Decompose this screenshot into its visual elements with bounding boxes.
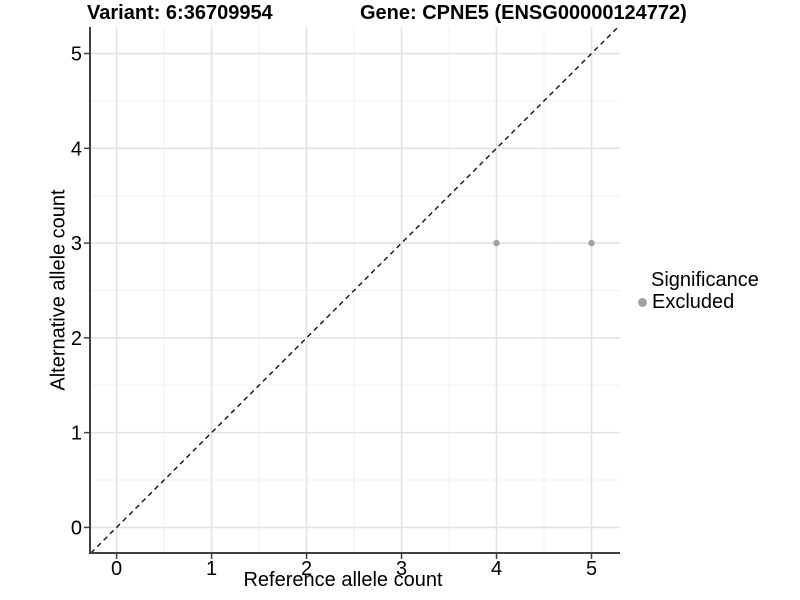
plot-title-gene: Gene: CPNE5 (ENSG00000124772): [360, 2, 687, 24]
plot-title-variant: Variant: 6:36709954: [87, 2, 273, 24]
x-tick-label: 0: [111, 558, 122, 580]
legend: Significance Excluded: [638, 269, 759, 313]
legend-item-excluded: Excluded: [638, 291, 759, 313]
x-tick-label: 2: [301, 558, 312, 580]
y-tick-label: 3: [71, 233, 82, 255]
y-tick-label: 4: [71, 138, 82, 160]
x-axis-title: Reference allele count: [243, 569, 443, 591]
y-tick-label: 0: [71, 517, 82, 539]
legend-title: Significance: [651, 269, 759, 291]
y-axis-title: Alternative allele count: [47, 189, 70, 391]
y-tick-label: 5: [71, 44, 82, 66]
x-tick-label: 3: [396, 558, 407, 580]
y-tick-label: 2: [71, 328, 82, 350]
data-point: [588, 239, 595, 247]
x-tick-label: 5: [586, 558, 597, 580]
data-point: [493, 239, 500, 247]
excluded-point-icon: [638, 297, 647, 307]
legend-item-label: Excluded: [652, 290, 735, 313]
x-tick-label: 1: [206, 558, 217, 580]
identity-line: [90, 26, 619, 554]
y-tick-label: 1: [71, 423, 82, 445]
x-tick-label: 4: [491, 558, 502, 580]
